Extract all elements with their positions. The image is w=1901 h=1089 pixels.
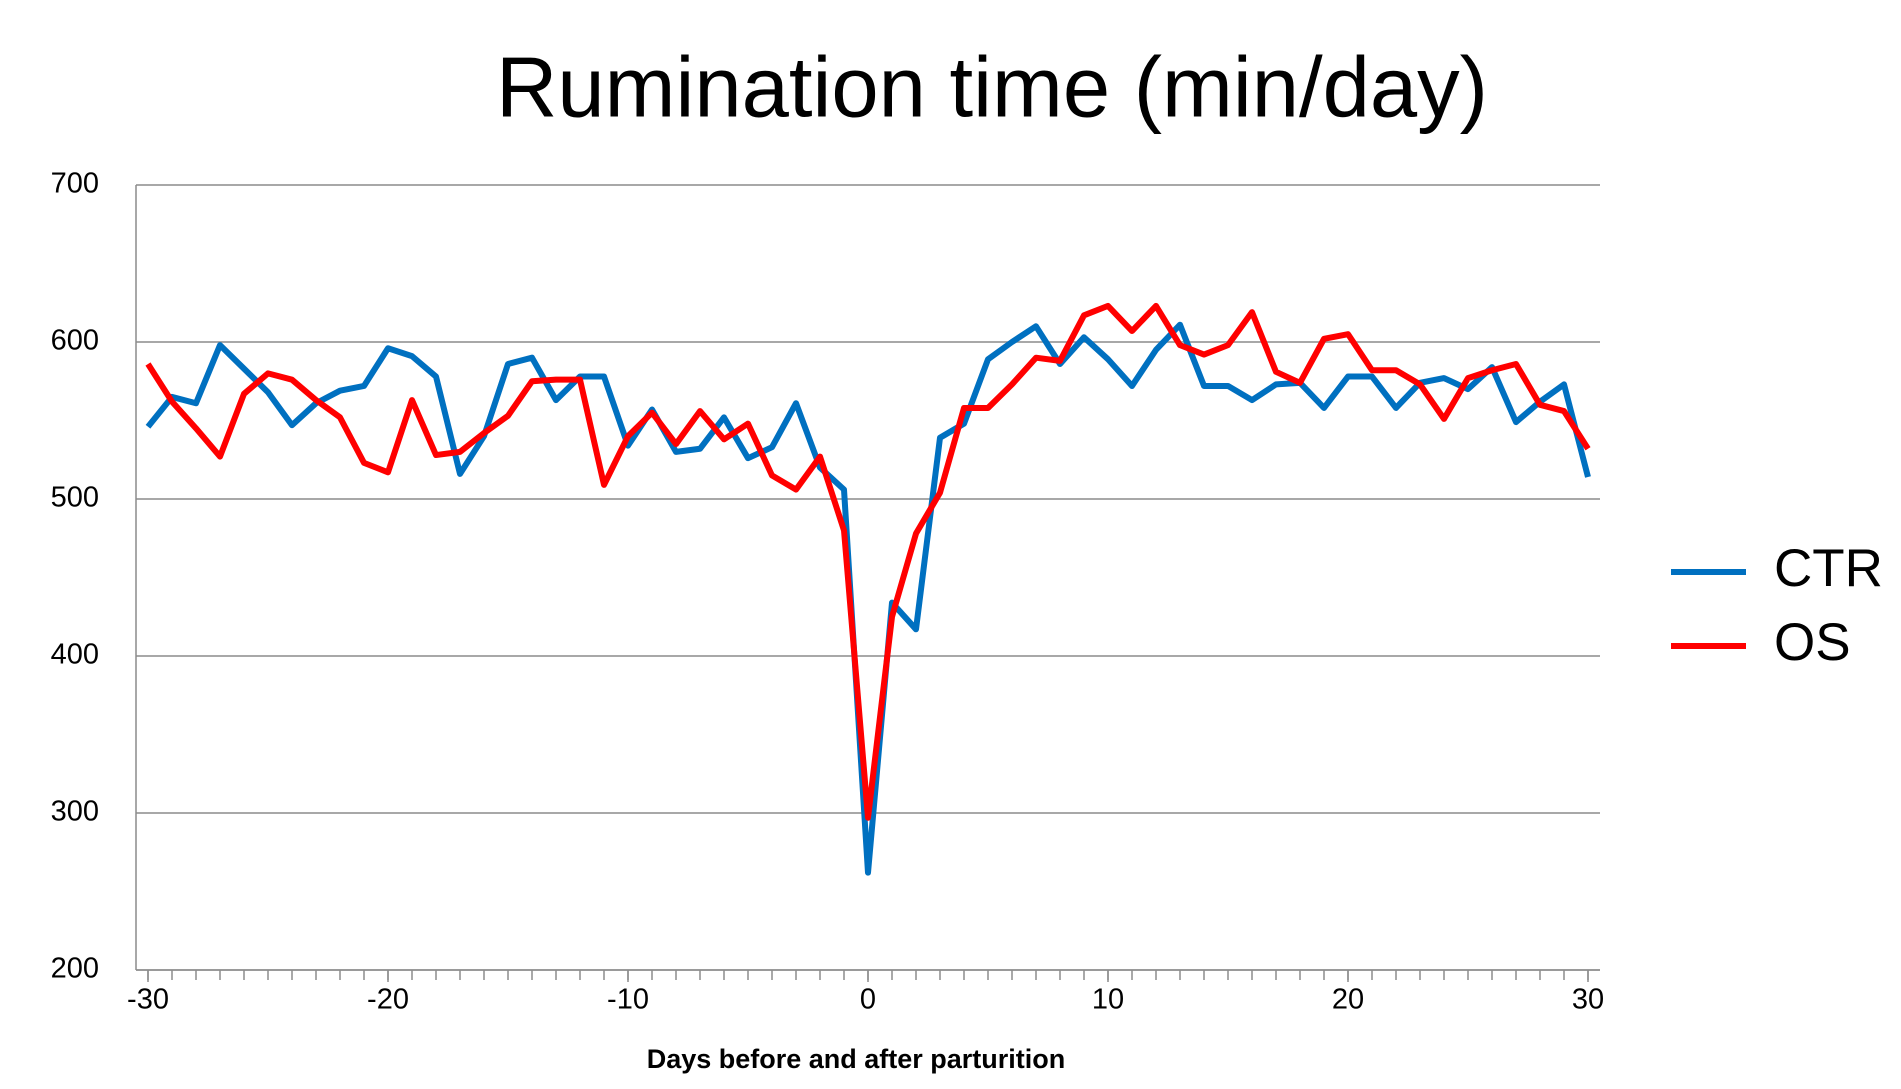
x-tick-label: -20 (367, 984, 409, 1016)
legend-label: CTR (1774, 539, 1883, 598)
x-tick-label: 0 (860, 984, 876, 1016)
chart-title: Rumination time (min/day) (496, 40, 1488, 135)
y-tick-label: 500 (51, 482, 99, 514)
y-tick-label: 200 (51, 953, 99, 985)
x-tick-label: -30 (127, 984, 169, 1016)
y-tick-label: 400 (51, 639, 99, 671)
x-tick-label: 20 (1332, 984, 1364, 1016)
data-line (145, 321, 1591, 876)
y-tick-label: 600 (51, 325, 99, 357)
legend-label: OS (1774, 613, 1851, 672)
x-axis-label: Days before and after parturition (647, 1044, 1066, 1074)
y-tick-label: 300 (51, 796, 99, 828)
x-tick-label: -10 (607, 984, 649, 1016)
y-tick-label: 700 (51, 168, 99, 200)
data-line (145, 302, 1591, 821)
x-tick-label: 30 (1572, 984, 1604, 1016)
x-tick-label: 10 (1092, 984, 1124, 1016)
